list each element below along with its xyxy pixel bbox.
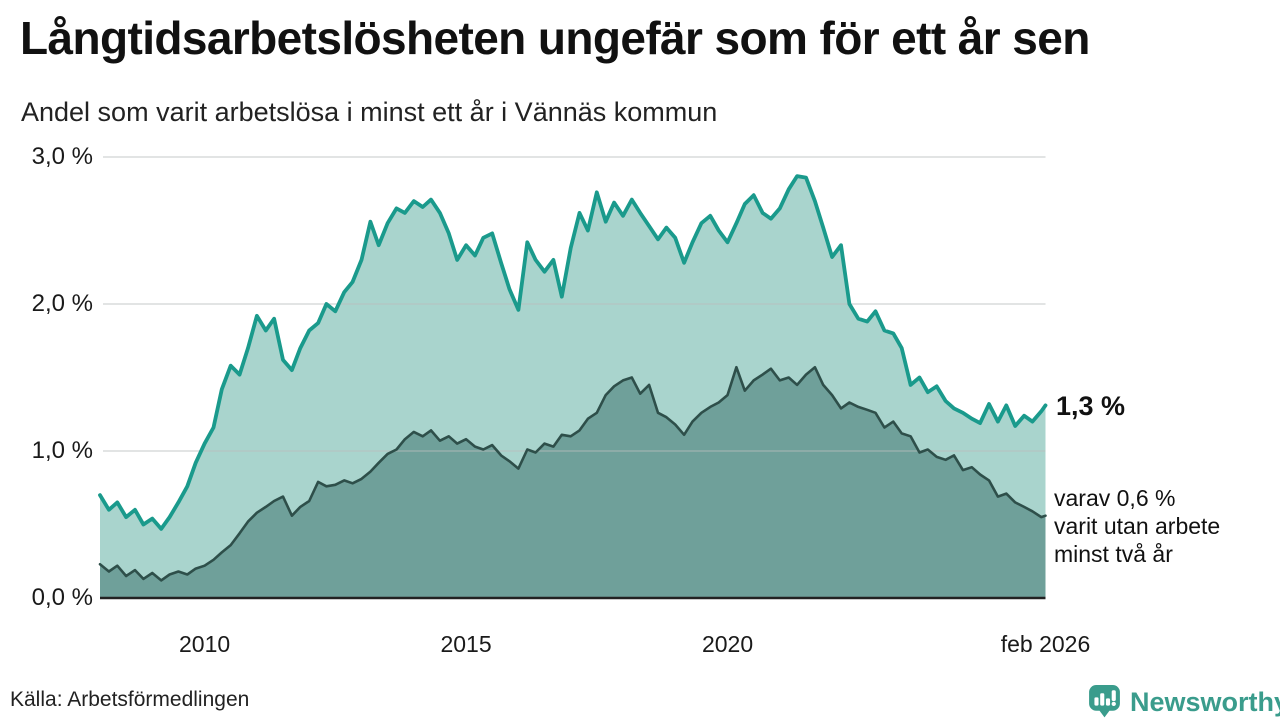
bar-glyph: [1105, 698, 1111, 706]
y-axis-tick-label: 0,0 %: [31, 584, 93, 611]
y-axis-tick-label: 1,0 %: [31, 437, 93, 464]
series-annotation: varav 0,6 % varit utan arbete minst två …: [1054, 484, 1220, 568]
newsworthy-logo: Newsworthy: [1086, 683, 1280, 720]
x-axis-tick-label: 2015: [440, 631, 492, 657]
x-axis-tick-label: 2020: [701, 631, 754, 657]
y-axis-tick-label: 3,0 %: [31, 143, 93, 170]
x-axis-tick-label: feb 2026: [1000, 631, 1091, 657]
annotation-line: minst två år: [1054, 541, 1173, 567]
bar-glyph: [1094, 697, 1099, 706]
annotation-line: varit utan arbete: [1054, 513, 1221, 539]
series-area-2yr: [100, 367, 1046, 598]
source-credit: Källa: Arbetsförmedlingen: [10, 688, 250, 711]
newsworthy-pin-icon: [1089, 685, 1120, 718]
page-title: Långtidsarbetslösheten ungefär som för e…: [20, 12, 1090, 64]
exclamation-dot: [1111, 701, 1116, 707]
series-line-2yr: [98, 365, 1047, 582]
series-line-1yr: [98, 174, 1048, 531]
brand-wordmark: Newsworthy: [1130, 686, 1280, 717]
chart-subtitle: Andel som varit arbetslösa i minst ett å…: [21, 97, 718, 127]
bar-glyph: [1100, 693, 1105, 706]
x-axis-tick-label: 2010: [178, 631, 231, 657]
y-axis-tick-label: 2,0 %: [31, 290, 93, 317]
pin-shape: [1089, 685, 1120, 718]
exclamation-glyph: [1111, 690, 1116, 701]
annotation-line: varav 0,6 %: [1054, 485, 1176, 511]
series-end-value-label: 1,3 %: [1056, 391, 1126, 421]
